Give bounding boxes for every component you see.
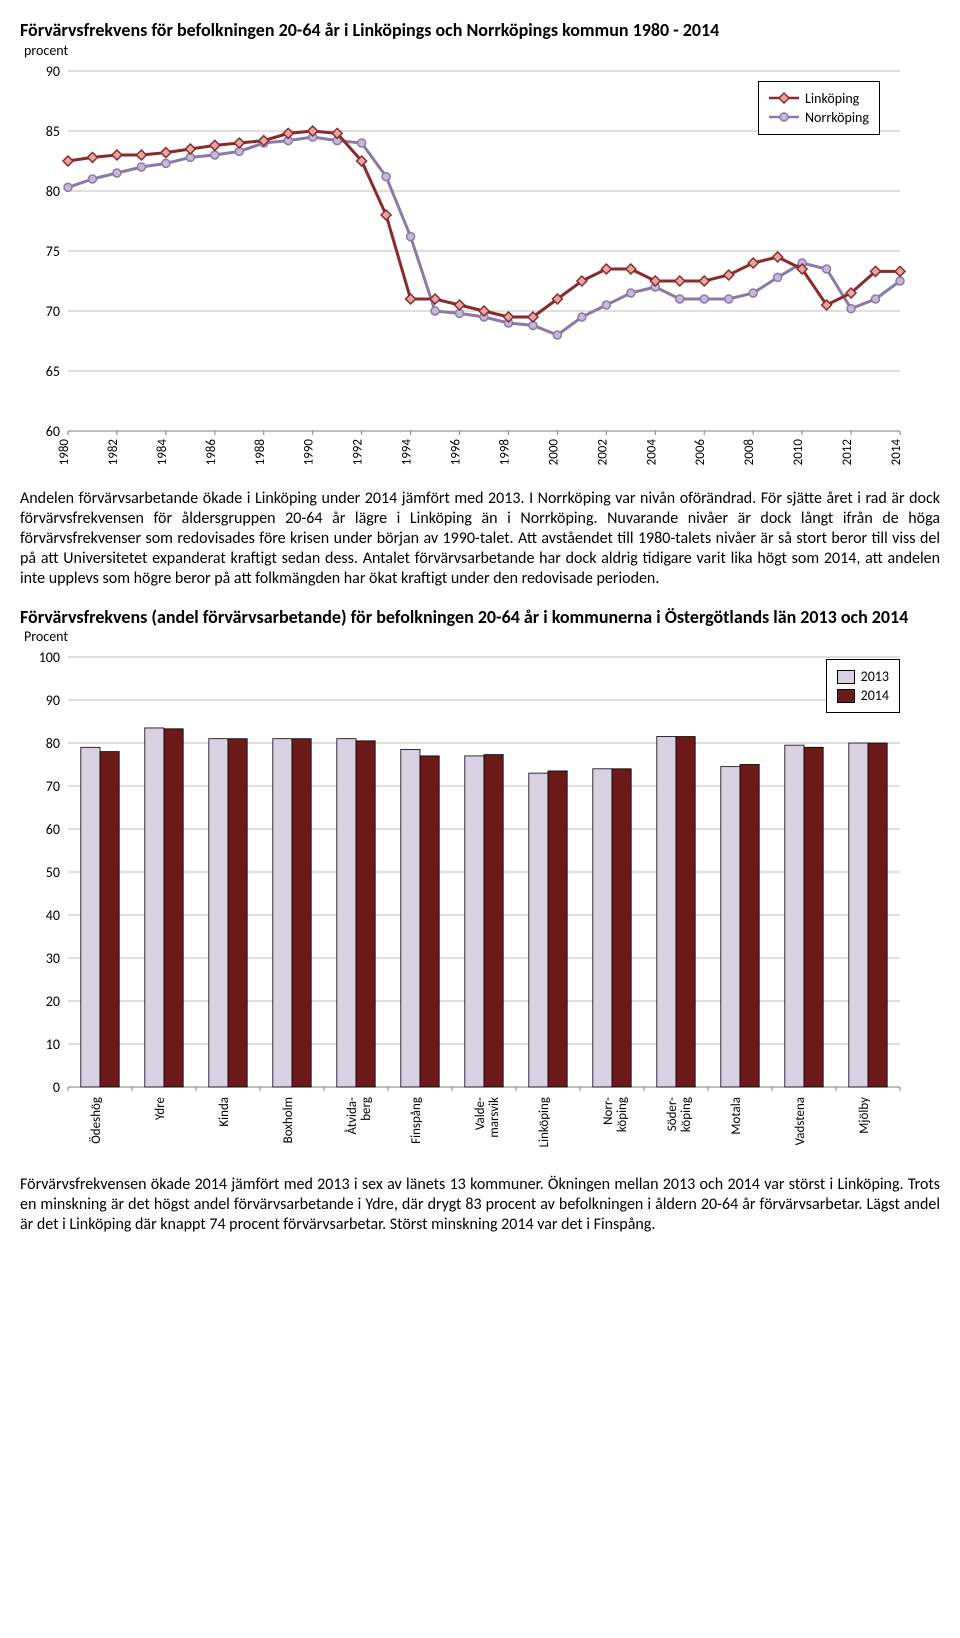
svg-text:Ödeshög: Ödeshög xyxy=(89,1097,104,1144)
svg-text:0: 0 xyxy=(53,1079,60,1096)
chart1-subtitle: procent xyxy=(24,42,940,59)
svg-text:Vadstena: Vadstena xyxy=(793,1097,808,1145)
svg-text:1990: 1990 xyxy=(302,438,317,465)
svg-text:Valde-: Valde- xyxy=(473,1097,488,1130)
svg-text:2014: 2014 xyxy=(889,438,904,465)
legend-row-linkoping: Linköping xyxy=(769,90,869,107)
svg-text:65: 65 xyxy=(46,363,60,380)
svg-text:50: 50 xyxy=(46,864,60,881)
chart2-legend: 2013 2014 xyxy=(826,659,900,713)
svg-text:Mjölby: Mjölby xyxy=(857,1097,872,1134)
svg-text:Finspång: Finspång xyxy=(409,1097,424,1144)
legend-label-linkoping: Linköping xyxy=(805,90,859,107)
svg-text:1998: 1998 xyxy=(497,438,512,465)
svg-text:1986: 1986 xyxy=(204,438,219,465)
svg-text:70: 70 xyxy=(46,303,60,320)
svg-text:2008: 2008 xyxy=(742,438,757,465)
svg-text:2004: 2004 xyxy=(644,438,659,465)
svg-text:30: 30 xyxy=(46,950,60,967)
chart1-legend: Linköping Norrköping xyxy=(758,81,880,135)
svg-text:2006: 2006 xyxy=(693,438,708,465)
svg-text:2010: 2010 xyxy=(791,438,806,465)
legend-row-2014: 2014 xyxy=(837,687,889,704)
svg-text:1982: 1982 xyxy=(106,438,121,465)
chart1-container: 60 65 70 75 80 85 90 1980 1982 1984 1986 1988 1990 19… xyxy=(20,61,940,481)
svg-text:90: 90 xyxy=(46,63,60,80)
svg-text:Söder-: Söder- xyxy=(665,1097,680,1131)
legend-swatch-norrkoping xyxy=(769,111,799,123)
chart2-subtitle: Procent xyxy=(24,628,940,645)
svg-text:40: 40 xyxy=(46,907,60,924)
svg-text:1994: 1994 xyxy=(400,438,415,465)
svg-text:Motala: Motala xyxy=(729,1097,744,1135)
svg-text:köping: köping xyxy=(679,1097,694,1132)
legend-row-norrkoping: Norrköping xyxy=(769,109,869,126)
chart1-title: Förvärvsfrekvens för befolkningen 20-64 … xyxy=(20,20,940,42)
svg-text:Ydre: Ydre xyxy=(153,1097,168,1120)
svg-text:80: 80 xyxy=(46,735,60,752)
svg-text:köping: köping xyxy=(615,1097,630,1132)
svg-text:10: 10 xyxy=(46,1036,60,1053)
svg-text:2012: 2012 xyxy=(840,438,855,465)
legend-row-2013: 2013 xyxy=(837,668,889,685)
legend-swatch-2013 xyxy=(837,670,855,684)
svg-text:80: 80 xyxy=(46,183,60,200)
svg-text:70: 70 xyxy=(46,778,60,795)
svg-text:marsvik: marsvik xyxy=(487,1097,502,1138)
legend-label-2014: 2014 xyxy=(861,687,889,704)
svg-text:2000: 2000 xyxy=(546,438,561,465)
svg-text:Åtvida-: Åtvida- xyxy=(345,1097,360,1134)
svg-text:1992: 1992 xyxy=(351,438,366,465)
svg-text:85: 85 xyxy=(46,123,60,140)
svg-text:90: 90 xyxy=(46,692,60,709)
svg-text:Linköping: Linköping xyxy=(537,1097,552,1147)
chart2-title: Förvärvsfrekvens (andel förvärvsarbetand… xyxy=(20,607,940,629)
legend-label-2013: 2013 xyxy=(861,668,889,685)
chart2-svg: 0 10 20 30 40 50 60 70 80 90 100 Ödeshög Ydre Kinda Bo… xyxy=(20,647,920,1167)
legend-swatch-linkoping xyxy=(769,92,799,104)
svg-text:1988: 1988 xyxy=(253,438,268,465)
paragraph2: Förvärvsfrekvensen ökade 2014 jämfört me… xyxy=(20,1175,940,1235)
legend-swatch-2014 xyxy=(837,689,855,703)
svg-text:Kinda: Kinda xyxy=(217,1097,232,1127)
svg-text:2002: 2002 xyxy=(595,438,610,465)
svg-text:75: 75 xyxy=(46,243,60,260)
svg-text:100: 100 xyxy=(39,649,60,666)
svg-text:60: 60 xyxy=(46,821,60,838)
svg-text:berg: berg xyxy=(359,1097,374,1121)
legend-label-norrkoping: Norrköping xyxy=(805,109,869,126)
chart2-container: 0 10 20 30 40 50 60 70 80 90 100 Ödeshög Ydre Kinda Bo… xyxy=(20,647,940,1167)
svg-text:60: 60 xyxy=(46,423,60,440)
svg-text:20: 20 xyxy=(46,993,60,1010)
paragraph1: Andelen förvärvsarbetande ökade i Linköp… xyxy=(20,489,940,589)
svg-text:1996: 1996 xyxy=(449,438,464,465)
svg-text:Boxholm: Boxholm xyxy=(281,1097,296,1143)
svg-text:1980: 1980 xyxy=(57,438,72,465)
svg-text:Norr-: Norr- xyxy=(601,1097,616,1125)
svg-text:1984: 1984 xyxy=(155,438,170,465)
